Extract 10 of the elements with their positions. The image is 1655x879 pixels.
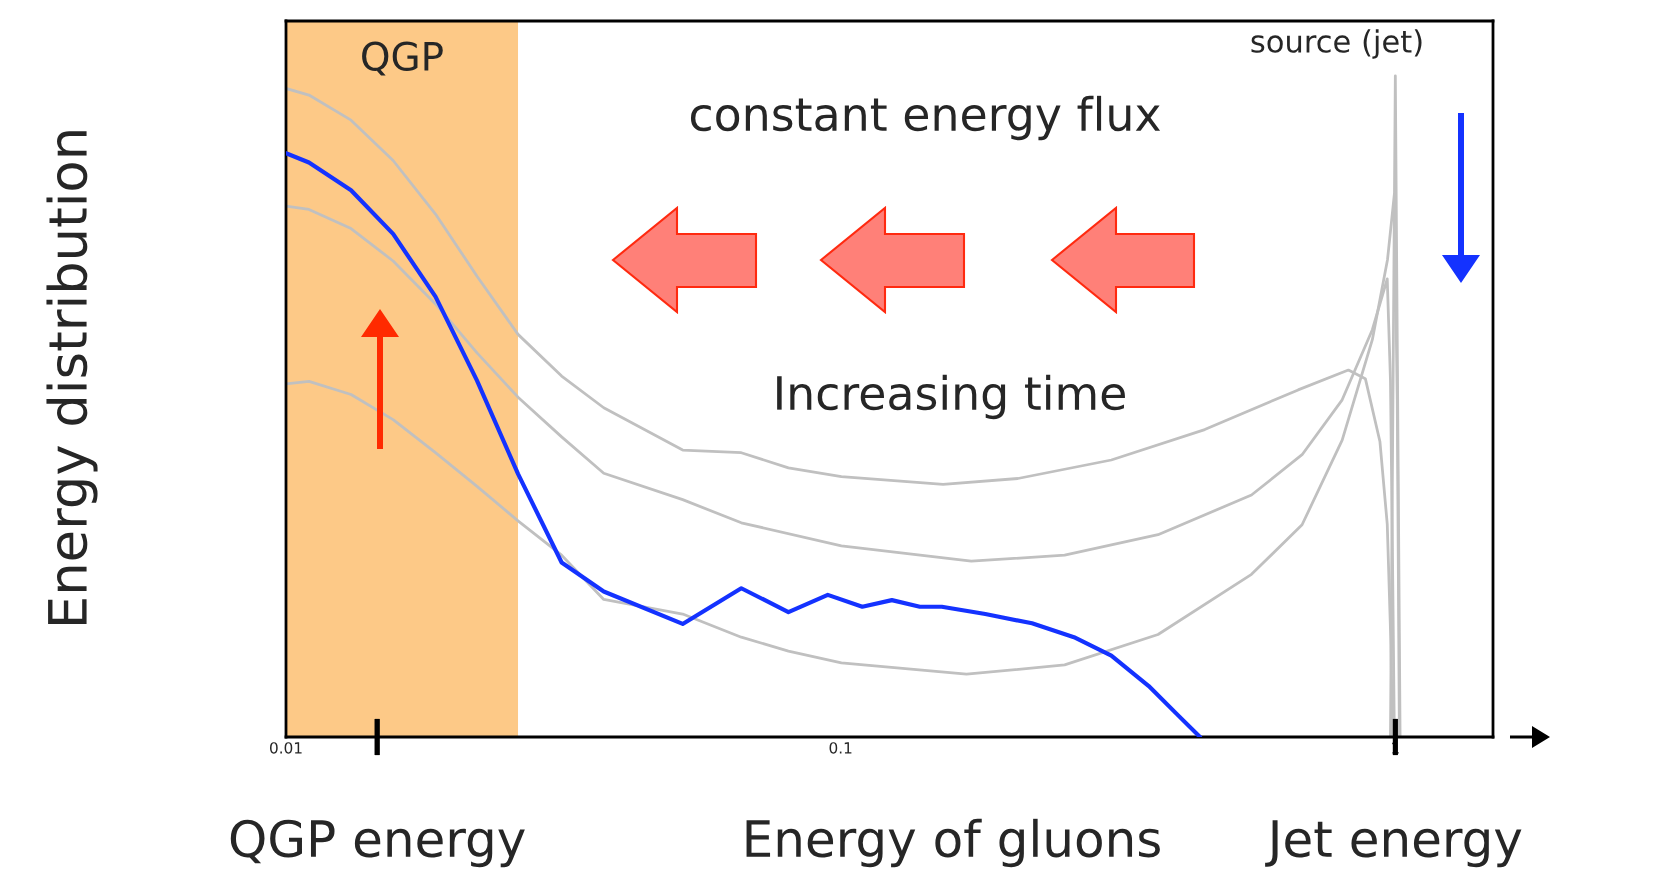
annotation: Increasing time xyxy=(777,374,1125,420)
source-note: source (jet) xyxy=(1251,29,1422,59)
annotation: QGP energy xyxy=(230,819,525,868)
annotation: constant energy flux xyxy=(690,95,1161,141)
x-axis-title: Energy of gluons xyxy=(746,818,1160,868)
x-tick-label: 0.01 xyxy=(270,742,302,754)
band-label: QGP xyxy=(362,41,443,76)
x-tick-label: 0.1 xyxy=(829,742,852,754)
y-axis-title: Energy distribution xyxy=(46,131,98,624)
annotation: Jet energy xyxy=(1265,820,1522,868)
